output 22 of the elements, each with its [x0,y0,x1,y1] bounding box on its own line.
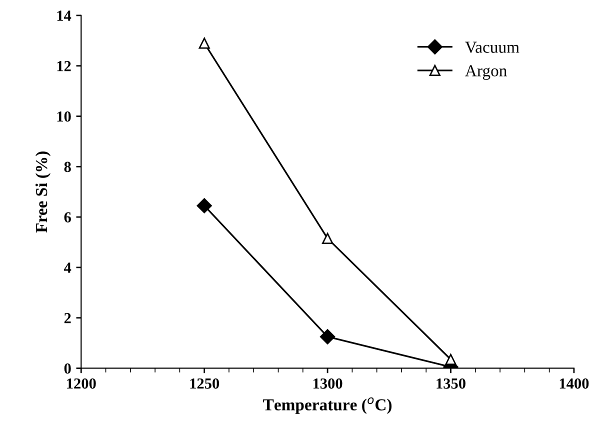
y-tick-label: 12 [57,61,71,72]
point [196,198,212,214]
x-tick-label: 1350 [436,378,466,389]
y-tick-label: 14 [57,10,72,21]
legend-label: Argon [465,65,507,80]
x-tick-label: 1400 [560,378,589,389]
legend-label: Vacuum [465,42,520,53]
y-tick-label: 4 [64,262,72,273]
y-tick-label: 8 [64,162,71,172]
point [320,329,336,344]
x-tick-label: 1200 [67,378,96,389]
x-tick-label: 1250 [190,378,220,389]
y-tick-label: 0 [64,363,71,374]
point [198,38,210,49]
x-axis-title: Temperature ($^{o}$C) [263,397,392,414]
y-axis-title: Free Si (%) [35,152,51,233]
x-tick-label: 1300 [313,378,342,389]
y-tick-label: 2 [64,313,71,324]
y-tick-label: 6 [64,212,71,222]
y-tick-label: 10 [57,111,71,122]
point [322,232,334,244]
point [445,354,456,365]
